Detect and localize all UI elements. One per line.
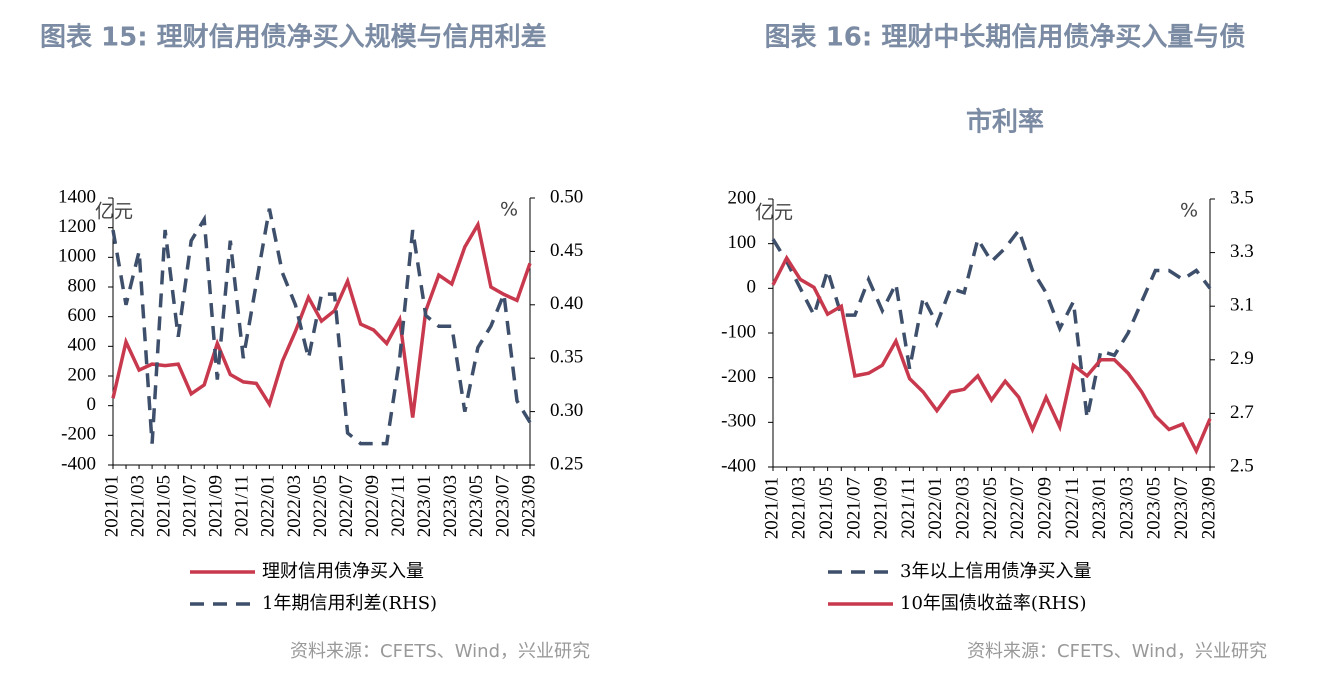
unit-left: 亿元	[755, 202, 793, 224]
y2-tick-label: 0.30	[550, 400, 583, 421]
y2-tick-label: 0.50	[550, 186, 583, 207]
y2-tick-label: 3.3	[1230, 241, 1254, 262]
y-tick-label: 200	[728, 187, 757, 208]
x-tick-label: 2022/01	[258, 475, 279, 537]
unit-right: %	[500, 199, 518, 221]
x-tick-label: 2021/05	[816, 477, 837, 539]
legend-label: 理财信用债净买入量	[262, 561, 424, 582]
series-line	[111, 219, 532, 418]
y-tick-label: -200	[61, 424, 96, 445]
x-tick-label: 2021/07	[843, 477, 864, 539]
y2-tick-label: 2.9	[1230, 348, 1254, 369]
x-tick-label: 2021/07	[180, 475, 201, 537]
legend-label: 1年期信用利差(RHS)	[262, 593, 437, 614]
x-tick-label: 2023/09	[518, 475, 539, 537]
x-tick-label: 2021/01	[101, 475, 122, 537]
x-tick-label: 2023/03	[440, 475, 461, 537]
series-line	[771, 226, 1212, 419]
y-tick-label: -200	[721, 366, 756, 387]
y2-tick-label: 3.1	[1230, 295, 1254, 316]
y2-tick-label: 0.40	[550, 293, 583, 314]
y-tick-label: 0	[747, 277, 757, 298]
x-tick-label: 2021/05	[153, 475, 174, 537]
x-tick-label: 2021/01	[761, 477, 782, 539]
y-tick-label: 1400	[58, 186, 96, 207]
legend-label: 3年以上信用债净买入量	[900, 561, 1091, 582]
x-tick-label: 2022/11	[388, 475, 409, 537]
source-note: 资料来源：CFETS、Wind，兴业研究	[967, 641, 1267, 662]
unit-left: 亿元	[95, 201, 133, 223]
unit-right: %	[1180, 200, 1198, 222]
x-tick-label: 2023/01	[414, 475, 435, 537]
x-tick-label: 2023/01	[1089, 477, 1110, 539]
x-tick-label: 2023/07	[492, 475, 513, 537]
series-line	[111, 208, 532, 446]
chart-title: 图表 15: 理财信用债净买入规模与信用利差	[40, 22, 547, 53]
y-tick-label: 600	[68, 305, 97, 326]
y-tick-label: -100	[721, 321, 756, 342]
x-tick-label: 2022/03	[953, 477, 974, 539]
y-tick-label: -300	[721, 411, 756, 432]
x-tick-label: 2021/09	[871, 477, 892, 539]
legend-label: 10年国债收益率(RHS)	[900, 593, 1087, 614]
x-tick-label: 2022/07	[1007, 477, 1028, 539]
x-tick-label: 2023/03	[1116, 477, 1137, 539]
x-tick-label: 2022/11	[1062, 477, 1083, 539]
source-note: 资料来源：CFETS、Wind，兴业研究	[290, 641, 590, 662]
series-line	[771, 254, 1212, 456]
x-tick-label: 2022/05	[980, 477, 1001, 539]
y2-tick-label: 2.7	[1230, 402, 1254, 423]
x-tick-label: 2023/05	[1144, 477, 1165, 539]
y-tick-label: 0	[87, 394, 97, 415]
y-tick-label: -400	[61, 453, 96, 474]
x-tick-label: 2021/03	[789, 477, 810, 539]
x-tick-label: 2021/09	[206, 475, 227, 537]
y2-tick-label: 0.25	[550, 453, 583, 474]
y2-tick-label: 3.5	[1230, 187, 1254, 208]
x-tick-label: 2023/07	[1171, 477, 1192, 539]
x-tick-label: 2022/01	[925, 477, 946, 539]
x-tick-label: 2021/11	[898, 477, 919, 539]
y2-tick-label: 2.5	[1230, 455, 1254, 476]
x-tick-label: 2022/09	[1034, 477, 1055, 539]
x-tick-label: 2022/09	[362, 475, 383, 537]
y-tick-label: 100	[728, 232, 757, 253]
y-tick-label: 400	[68, 335, 97, 356]
y2-tick-label: 0.35	[550, 347, 583, 368]
y-tick-label: -400	[721, 455, 756, 476]
y-tick-label: 1000	[58, 246, 96, 267]
x-tick-label: 2021/11	[232, 475, 253, 537]
x-tick-label: 2023/05	[466, 475, 487, 537]
y-tick-label: 200	[68, 364, 97, 385]
x-tick-label: 2022/05	[310, 475, 331, 537]
y2-tick-label: 0.45	[550, 240, 583, 261]
chart-title: 图表 16: 理财中长期信用债净买入量与债	[765, 23, 1246, 53]
x-tick-label: 2023/09	[1198, 477, 1219, 539]
x-tick-label: 2022/03	[284, 475, 305, 537]
x-tick-label: 2021/03	[127, 475, 148, 537]
chart-title: 市利率	[966, 107, 1044, 138]
x-tick-label: 2022/07	[336, 475, 357, 537]
y-tick-label: 1200	[58, 216, 96, 237]
y-tick-label: 800	[68, 275, 97, 296]
